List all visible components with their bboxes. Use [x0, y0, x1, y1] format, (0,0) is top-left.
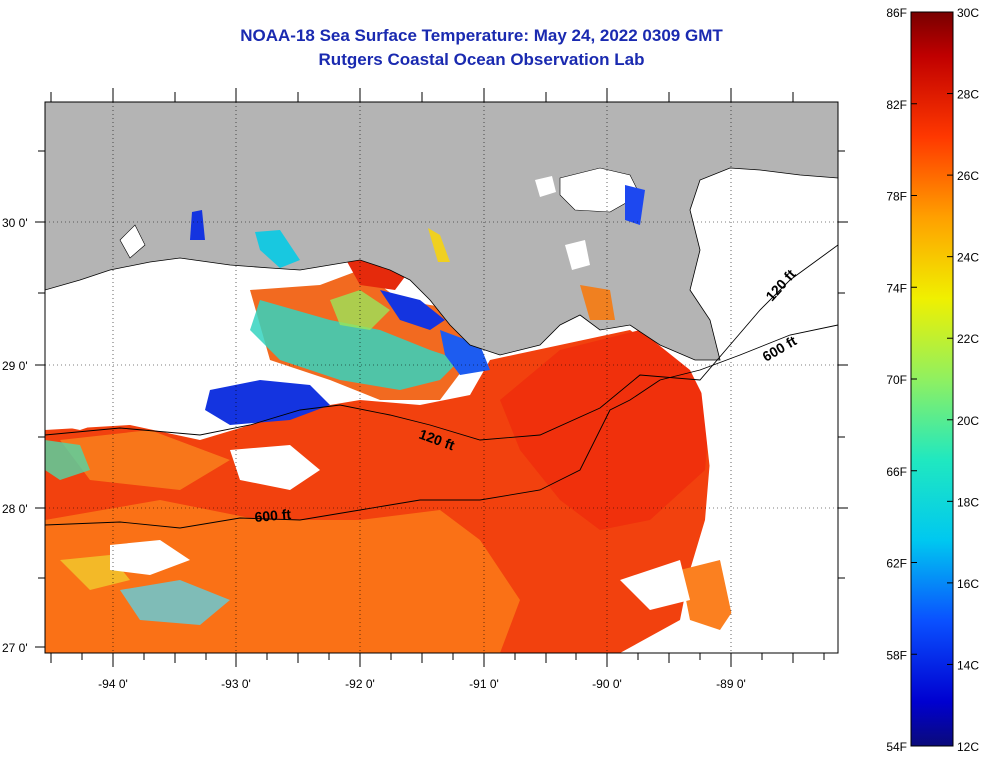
lat-label: 30 0' — [2, 216, 28, 230]
lon-label: -91 0' — [469, 677, 499, 691]
cool-west — [45, 440, 90, 480]
lon-label: -93 0' — [221, 677, 251, 691]
colorbar-c-label: 22C — [957, 332, 979, 346]
colorbar-c-label: 20C — [957, 414, 979, 428]
cool-southwest — [120, 580, 230, 625]
lat-label: 29 0' — [2, 359, 28, 373]
lon-label: -92 0' — [345, 677, 375, 691]
cloud — [55, 395, 110, 430]
lat-label: 28 0' — [2, 502, 28, 516]
coast-spot — [428, 228, 450, 262]
colorbar-f-label: 66F — [886, 465, 907, 479]
cloud — [110, 540, 190, 575]
colorbar-f-label: 58F — [886, 648, 907, 662]
colorbar-f-label: 78F — [886, 190, 907, 204]
colorbar-c-label: 28C — [957, 88, 979, 102]
blue-patch — [440, 330, 490, 375]
land — [45, 102, 838, 361]
coast-spot — [580, 285, 615, 320]
colorbar-c-label: 16C — [957, 577, 979, 591]
colorbar-c-label: 18C — [957, 495, 979, 509]
colorbar-f-label: 74F — [886, 281, 907, 295]
colorbar-c-label: 14C — [957, 658, 979, 672]
cloud — [620, 560, 690, 610]
blue-band — [205, 380, 330, 425]
cool-band — [250, 300, 460, 390]
colorbar-c-label: 26C — [957, 169, 979, 183]
blue-patch — [380, 290, 445, 330]
cloud — [700, 330, 838, 653]
graticule — [45, 102, 838, 653]
page-title: NOAA-18 Sea Surface Temperature: May 24,… — [240, 26, 723, 45]
lake — [535, 176, 556, 197]
colorbar-c-label: 24C — [957, 251, 979, 265]
axis-ticks — [35, 88, 848, 667]
map-frame — [44, 101, 839, 654]
warm-east — [500, 330, 710, 530]
lake — [119, 224, 146, 259]
coast-spot — [190, 210, 205, 240]
page-subtitle: Rutgers Coastal Ocean Observation Lab — [318, 50, 645, 69]
contour-label: 600 ft — [254, 506, 292, 525]
orange-streak — [60, 430, 230, 490]
coast-spot — [255, 230, 300, 268]
lon-label: -90 0' — [592, 677, 622, 691]
cloud — [45, 300, 250, 395]
lon-label: -94 0' — [98, 677, 128, 691]
lat-label: 27 0' — [2, 641, 28, 655]
lon-label: -89 0' — [716, 677, 746, 691]
colorbar-f-label: 70F — [886, 373, 907, 387]
colorbar-c-label: 30C — [957, 6, 979, 20]
colorbar-f-label: 82F — [886, 98, 907, 112]
colorbar — [910, 11, 954, 747]
lake — [565, 240, 590, 270]
colorbar-ticks: 86F 82F 78F 74F 70F 66F 62F 58F 54F 30C 28C 26C 24C 2… — [886, 6, 979, 754]
depth-contours — [45, 244, 838, 529]
coast-spot — [625, 185, 645, 225]
colorbar-f-label: 86F — [886, 6, 907, 20]
colorbar-f-label: 62F — [886, 557, 907, 571]
colorbar-f-label: 54F — [886, 740, 907, 754]
cloud — [230, 445, 320, 490]
colorbar-c-label: 12C — [957, 740, 979, 754]
